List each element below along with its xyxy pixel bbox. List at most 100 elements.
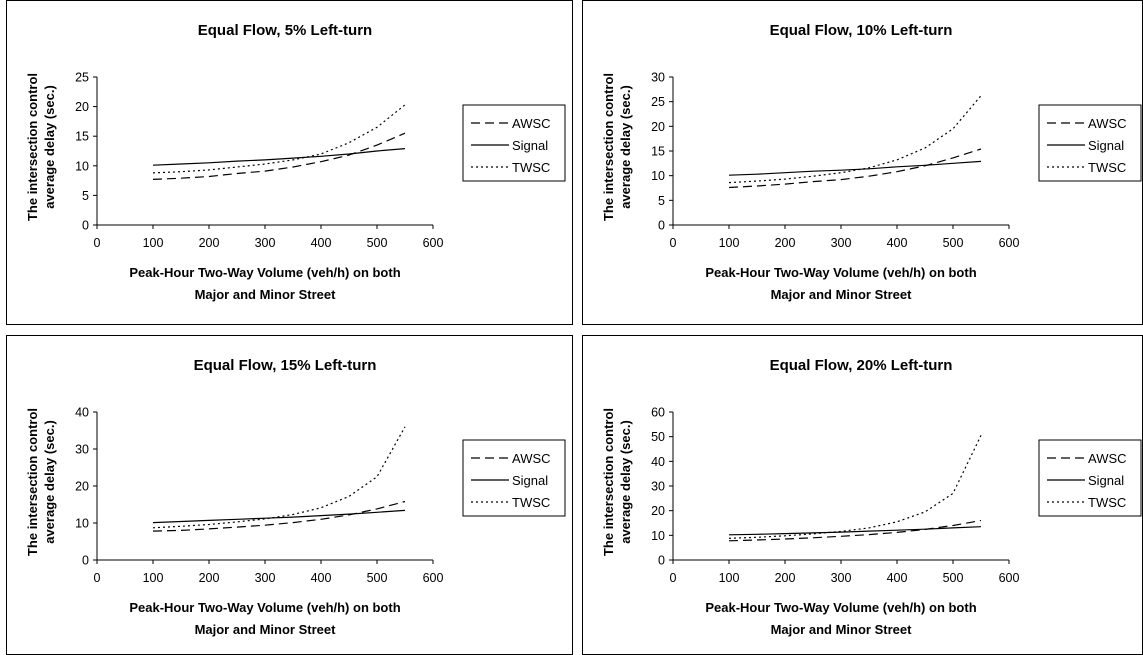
y-axis-title: average delay (sec.) (42, 85, 57, 209)
y-tick-label: 20 (651, 504, 665, 518)
x-tick-label: 200 (199, 571, 220, 585)
legend: AWSC Signal TWSC (1038, 104, 1142, 182)
y-tick-label: 10 (75, 159, 89, 173)
x-axis-title: Major and Minor Street (195, 622, 337, 637)
chart-title: Equal Flow, 5% Left-turn (198, 22, 372, 39)
y-tick-label: 10 (75, 517, 89, 531)
series-line-signal (152, 509, 406, 524)
legend-label-signal: Signal (512, 138, 548, 153)
x-tick-label: 100 (719, 236, 740, 250)
chart-panel-20pct: Equal Flow, 20% Left-turn 0 10 20 30 40 50 60 0 1… (582, 335, 1143, 655)
x-tick-label: 0 (670, 571, 677, 585)
y-tick-label: 25 (651, 95, 665, 109)
series-line-awsc (728, 519, 982, 542)
x-tick-label: 600 (999, 571, 1020, 585)
x-tick-label: 600 (423, 571, 444, 585)
chart-title: Equal Flow, 10% Left-turn (770, 22, 953, 39)
series-line-signal (728, 160, 982, 176)
legend-label-signal: Signal (512, 473, 548, 488)
x-tick-label: 600 (999, 236, 1020, 250)
y-tick-label: 20 (75, 480, 89, 494)
y-tick-label: 20 (75, 100, 89, 114)
y-tick-label: 60 (651, 406, 665, 420)
legend-box (1038, 104, 1142, 182)
y-axis-title: average delay (sec.) (618, 420, 633, 544)
legend-label-twsc: TWSC (512, 160, 550, 175)
y-tick-label: 30 (651, 71, 665, 85)
legend-label-awsc: AWSC (512, 116, 551, 131)
series-line-twsc (728, 435, 982, 539)
y-tick-label: 5 (82, 189, 89, 203)
legend: AWSC Signal TWSC (462, 439, 566, 517)
x-tick-label: 0 (94, 236, 101, 250)
x-tick-label: 300 (831, 571, 852, 585)
x-tick-label: 200 (775, 236, 796, 250)
x-tick-label: 0 (670, 236, 677, 250)
y-tick-label: 0 (658, 219, 665, 233)
x-tick-label: 500 (943, 236, 964, 250)
y-tick-label: 10 (651, 169, 665, 183)
y-tick-label: 20 (651, 120, 665, 134)
chart-title: Equal Flow, 15% Left-turn (194, 357, 377, 374)
x-tick-label: 400 (887, 236, 908, 250)
x-tick-label: 100 (143, 571, 164, 585)
x-tick-label: 300 (255, 236, 276, 250)
x-axis-title: Peak-Hour Two-Way Volume (veh/h) on both (705, 265, 976, 280)
y-axis-title: The intersection control (25, 73, 40, 221)
legend-label-twsc: TWSC (1088, 160, 1126, 175)
y-axis-title: The intersection control (601, 73, 616, 221)
series-line-signal (728, 526, 982, 536)
x-tick-label: 100 (719, 571, 740, 585)
x-tick-label: 500 (943, 571, 964, 585)
x-tick-label: 400 (311, 236, 332, 250)
y-tick-label: 40 (651, 455, 665, 469)
series-line-awsc (152, 132, 406, 180)
legend: AWSC Signal TWSC (1038, 439, 1142, 517)
x-axis-title: Major and Minor Street (195, 287, 337, 302)
legend-label-awsc: AWSC (1088, 116, 1127, 131)
y-axis-title: The intersection control (601, 408, 616, 556)
series-line-twsc (152, 426, 406, 529)
x-tick-label: 200 (775, 571, 796, 585)
y-tick-label: 30 (651, 480, 665, 494)
chart-panel-15pct: Equal Flow, 15% Left-turn 0 10 20 30 40 0 100 20… (6, 335, 573, 655)
y-tick-label: 50 (651, 430, 665, 444)
series-line-twsc (152, 104, 406, 174)
y-axis-title: average delay (sec.) (42, 420, 57, 544)
legend: AWSC Signal TWSC (462, 104, 566, 182)
y-tick-label: 15 (651, 145, 665, 159)
y-tick-label: 30 (75, 443, 89, 457)
legend-box (1038, 439, 1142, 517)
series-line-awsc (152, 500, 406, 532)
legend-box (462, 104, 566, 182)
chart-svg: Equal Flow, 5% Left-turn 0 5 10 15 20 25 0 100 20… (25, 22, 566, 302)
y-tick-label: 40 (75, 406, 89, 420)
x-tick-label: 500 (367, 571, 388, 585)
x-tick-label: 300 (831, 236, 852, 250)
legend-label-twsc: TWSC (1088, 495, 1126, 510)
x-axis-title: Major and Minor Street (771, 622, 913, 637)
x-axis-title: Major and Minor Street (771, 287, 913, 302)
legend-box (462, 439, 566, 517)
y-tick-label: 15 (75, 130, 89, 144)
y-tick-label: 5 (658, 194, 665, 208)
x-tick-label: 300 (255, 571, 276, 585)
legend-label-signal: Signal (1088, 138, 1124, 153)
y-tick-label: 0 (658, 554, 665, 568)
series-line-signal (152, 148, 406, 166)
x-axis-title: Peak-Hour Two-Way Volume (veh/h) on both (129, 600, 400, 615)
x-axis-title: Peak-Hour Two-Way Volume (veh/h) on both (705, 600, 976, 615)
chart-panel-10pct: Equal Flow, 10% Left-turn 0 5 10 15 20 25 30 0 10… (582, 0, 1143, 325)
chart-panel-5pct: Equal Flow, 5% Left-turn 0 5 10 15 20 25 0 100 20… (6, 0, 573, 325)
y-axis-title: The intersection control (25, 408, 40, 556)
x-tick-label: 0 (94, 571, 101, 585)
legend-label-signal: Signal (1088, 473, 1124, 488)
y-tick-label: 0 (82, 219, 89, 233)
y-tick-label: 10 (651, 529, 665, 543)
legend-label-awsc: AWSC (512, 451, 551, 466)
x-tick-label: 500 (367, 236, 388, 250)
x-axis-title: Peak-Hour Two-Way Volume (veh/h) on both (129, 265, 400, 280)
